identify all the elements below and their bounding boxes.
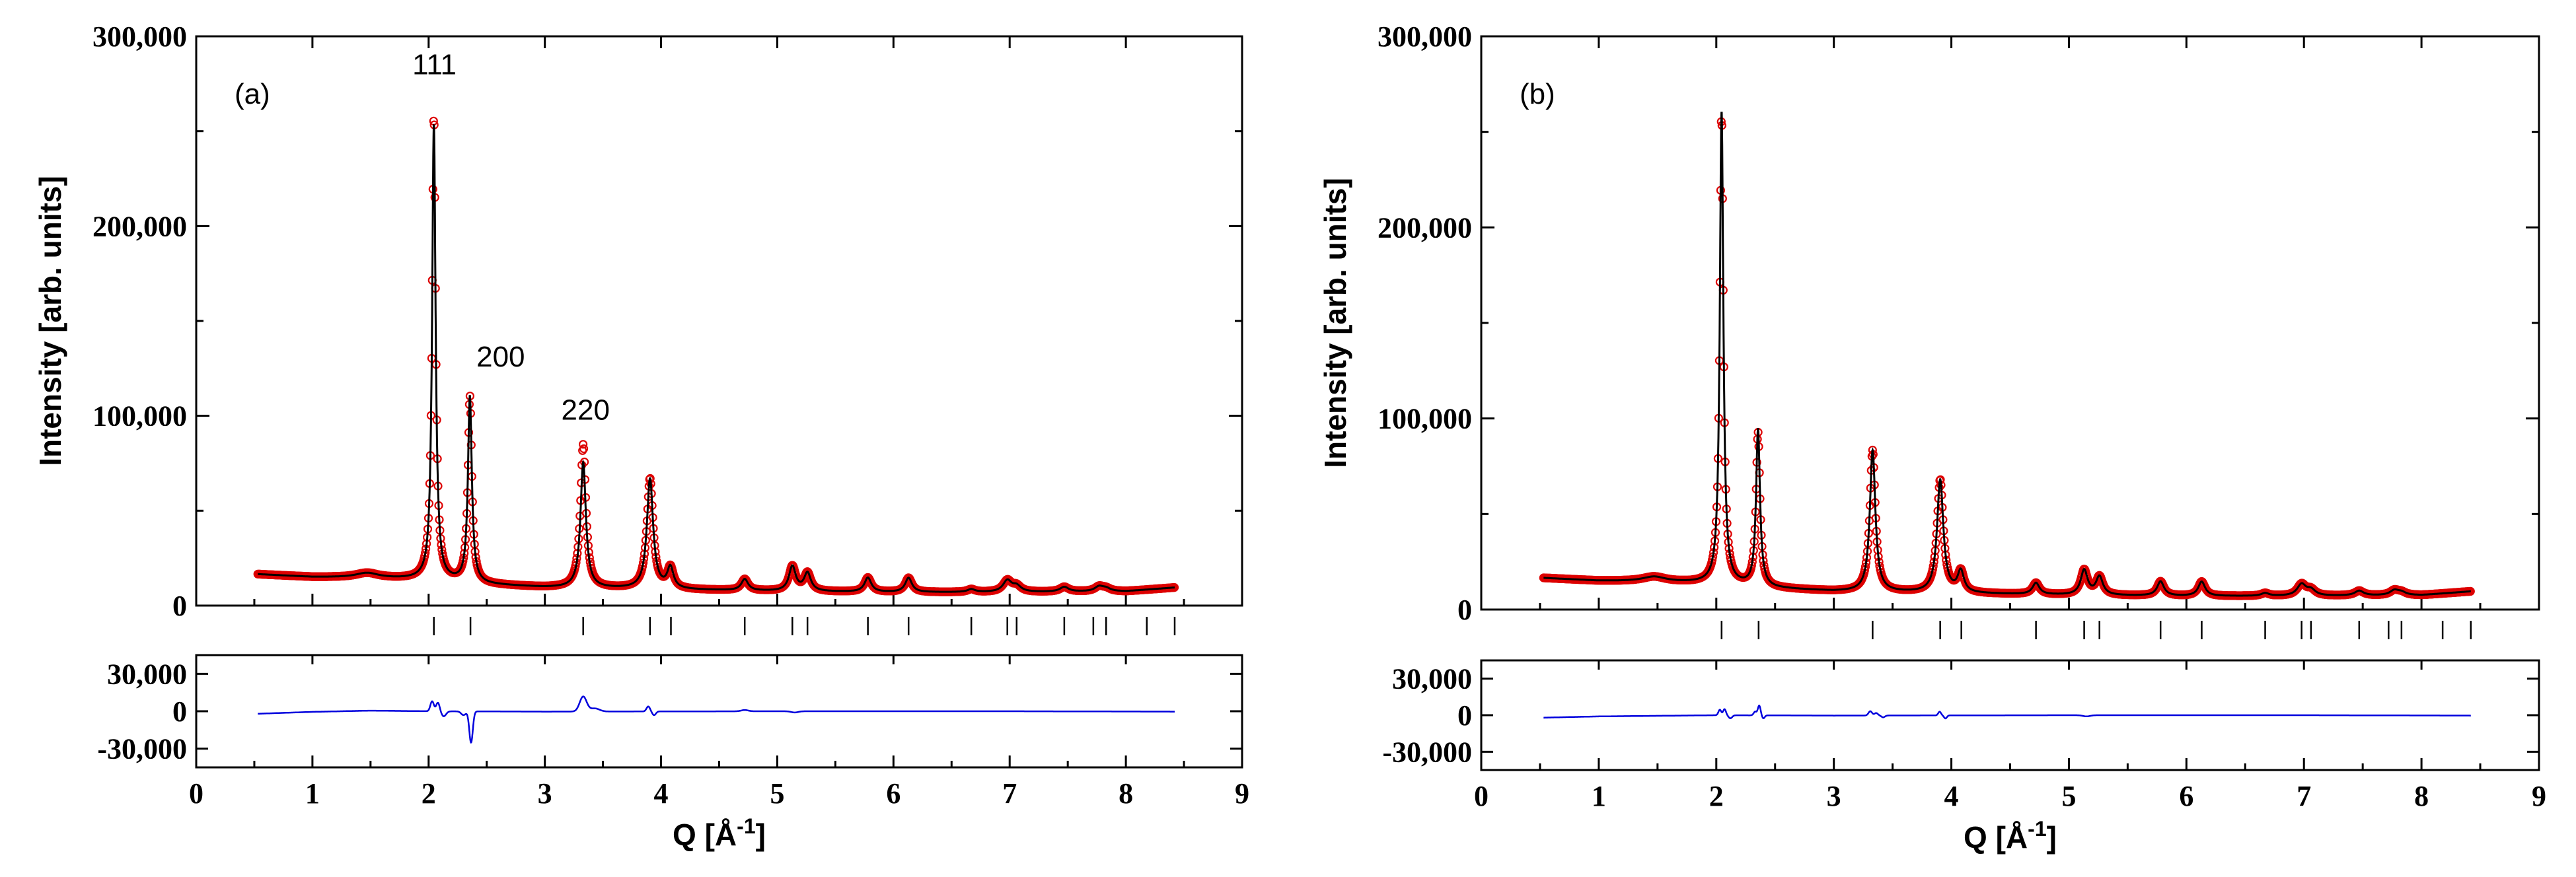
x-axis-title-superscript: -1	[737, 814, 755, 838]
diff-y-tick-label: -30,000	[1382, 736, 1472, 768]
x-tick-label: 0	[1474, 780, 1489, 812]
x-axis-title-end: ]	[2047, 820, 2057, 855]
x-tick-label: 2	[1709, 780, 1724, 812]
x-axis-title: Q [Å-1]	[1964, 817, 2057, 855]
x-tick-label: 3	[538, 777, 552, 810]
y-tick-label: 100,000	[1378, 403, 1472, 435]
y-tick-label: 300,000	[92, 20, 187, 53]
x-axis-title-main: Q [Å	[673, 818, 737, 852]
calculated-line	[258, 123, 1175, 593]
x-tick-label: 1	[305, 777, 320, 810]
x-tick-label: 5	[770, 777, 784, 810]
x-tick-label: 8	[2414, 780, 2429, 812]
x-tick-label: 7	[1002, 777, 1017, 810]
x-tick-label: 9	[2532, 780, 2546, 812]
y-tick-label: 200,000	[92, 210, 187, 242]
x-tick-label: 6	[2179, 780, 2193, 812]
y-tick-label: 100,000	[92, 400, 187, 433]
panel-b: 0 1 2 3 4 5 6 7 8 90100,000200,000300,00030,0000-…	[1318, 20, 2546, 855]
difference-line	[258, 695, 1175, 744]
x-tick-label: 7	[2297, 780, 2311, 812]
x-tick-label: 3	[1827, 780, 1841, 812]
y-tick-label: 200,000	[1378, 211, 1472, 244]
y-axis-title: Intensity [arb. units]	[1318, 178, 1352, 468]
main-plot-frame	[195, 35, 1243, 607]
peak-label-220: 220	[562, 394, 610, 426]
x-axis-title: Q [Å-1]	[673, 814, 766, 852]
diff-y-tick-label: 30,000	[1392, 663, 1472, 695]
x-tick-label: 6	[886, 777, 901, 810]
panel-label: (a)	[235, 78, 270, 110]
y-axis-title: Intensity [arb. units]	[33, 176, 67, 466]
diff-y-tick-label: 0	[1457, 699, 1472, 732]
observed-point	[578, 440, 588, 449]
observed-series	[1539, 117, 2475, 600]
x-axis-title-end: ]	[756, 818, 766, 852]
observed-series	[253, 116, 1179, 596]
x-tick-label: 2	[422, 777, 436, 810]
x-axis-title-superscript: -1	[2028, 817, 2046, 841]
main-plot-frame	[1480, 35, 2540, 611]
y-tick-label: 0	[172, 590, 187, 622]
y-tick-label: 300,000	[1378, 20, 1472, 53]
panel-a: 0 1 2 3 4 5 6 7 8 90100,000200,000300,00030,0000-…	[33, 20, 1249, 852]
x-tick-label: 0	[189, 777, 203, 810]
diff-y-tick-label: 0	[172, 695, 187, 728]
diff-y-tick-label: -30,000	[97, 733, 187, 765]
x-tick-label: 1	[1592, 780, 1606, 812]
x-tick-label: 4	[654, 777, 669, 810]
x-axis-title-main: Q [Å	[1964, 820, 2028, 855]
x-tick-label: 5	[2061, 780, 2076, 812]
x-tick-label: 4	[1944, 780, 1959, 812]
diff-y-tick-label: 30,000	[107, 658, 187, 690]
difference-line	[1543, 704, 2471, 720]
calculated-line	[1543, 112, 2471, 597]
x-tick-label: 9	[1235, 777, 1249, 810]
peak-label-200: 200	[476, 341, 525, 373]
y-tick-label: 0	[1457, 594, 1472, 626]
x-tick-label: 8	[1119, 777, 1133, 810]
panel-label: (b)	[1520, 78, 1555, 110]
peak-label-111: 111	[412, 48, 457, 81]
observed-point	[579, 444, 589, 454]
